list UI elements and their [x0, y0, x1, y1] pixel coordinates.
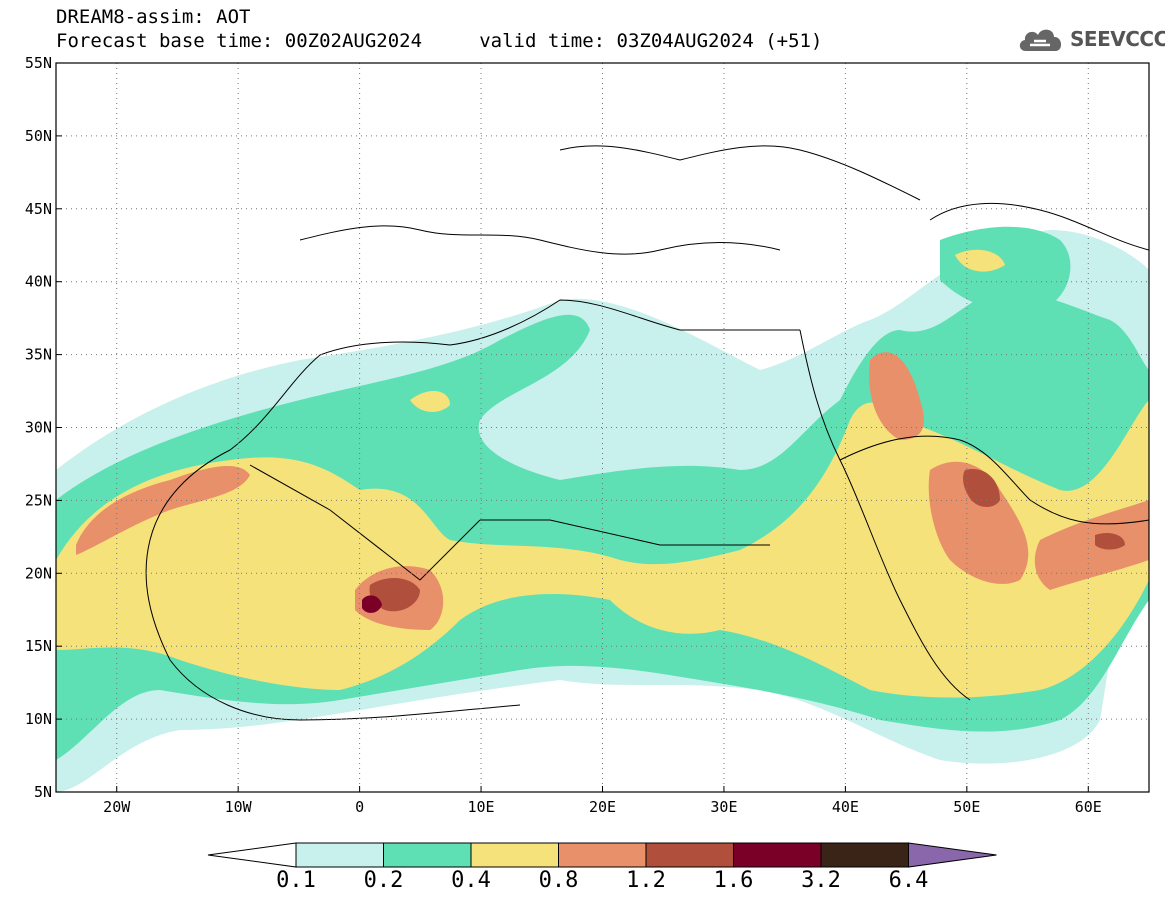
- aot-fields: [56, 63, 1149, 792]
- lon-tick-label: 60E: [1075, 798, 1102, 816]
- colorbar-label: 0.1: [276, 868, 316, 893]
- lat-tick-label: 20N: [25, 564, 52, 582]
- aot-band-1.2: [369, 469, 1125, 612]
- logo-text: SEEVCCC: [1070, 27, 1165, 51]
- cloud-icon: [1019, 29, 1062, 51]
- lat-tick-label: 35N: [25, 346, 52, 364]
- colorbar-segment: [645, 842, 734, 868]
- lat-lon-grid: [56, 63, 1149, 792]
- lat-tick-label: 55N: [25, 54, 52, 72]
- lat-tick-label: 25N: [25, 491, 52, 509]
- colorbar-labels: 0.1 0.2 0.4 0.8 1.2 1.6 3.2 6.4: [0, 868, 1165, 898]
- map-title: DREAM8-assim: AOT: [56, 6, 251, 28]
- lon-tick-label: 40E: [832, 798, 859, 816]
- forecast-time-line: Forecast base time: 00Z02AUG2024 valid t…: [56, 30, 823, 52]
- latitude-ticks: 5N 10N 15N 20N 25N 30N 35N 40N 45N 50N 55N: [25, 54, 62, 801]
- colorbar-label: 1.6: [713, 868, 754, 893]
- colorbar-segment-below-min: [207, 842, 297, 868]
- colorbar-segment: [733, 842, 822, 868]
- coastlines: [145, 145, 1149, 721]
- colorbar-label: 0.8: [538, 868, 579, 893]
- colorbar-segment: [470, 842, 559, 868]
- colorbar-label: 0.2: [363, 868, 404, 893]
- colorbar-segment: [820, 842, 909, 868]
- lat-tick-label: 30N: [25, 419, 52, 437]
- lat-tick-label: 40N: [25, 273, 52, 291]
- colorbar-label: 3.2: [801, 868, 841, 893]
- lat-tick-label: 10N: [25, 710, 52, 728]
- aot-band-0.8: [76, 352, 1149, 630]
- colorbar-label: 0.4: [451, 868, 491, 893]
- colorbar-segment: [383, 842, 472, 868]
- colorbar: [207, 842, 997, 868]
- lon-tick-label: 30E: [710, 798, 737, 816]
- colorbar-segment: [295, 842, 384, 868]
- longitude-ticks: 20W 10W 0 10E 20E 30E 40E 50E 60E: [103, 786, 1102, 816]
- colorbar-segment-above-max: [908, 842, 997, 868]
- seevccc-logo: SEEVCCC: [1016, 22, 1165, 56]
- colorbar-label: 1.2: [626, 868, 666, 893]
- lat-tick-label: 45N: [25, 200, 52, 218]
- lon-tick-label: 10W: [225, 798, 253, 816]
- aot-band-1.6: [362, 595, 382, 613]
- lat-tick-label: 5N: [34, 783, 52, 801]
- lon-tick-label: 20E: [589, 798, 616, 816]
- aot-band-0.4: [56, 249, 1149, 698]
- lon-tick-label: 0: [355, 798, 364, 816]
- lon-tick-label: 20W: [103, 798, 131, 816]
- lat-tick-label: 15N: [25, 637, 52, 655]
- lat-tick-label: 50N: [25, 127, 52, 145]
- lon-tick-label: 50E: [953, 798, 980, 816]
- colorbar-label: 6.4: [888, 868, 929, 893]
- lon-tick-label: 10E: [468, 798, 495, 816]
- colorbar-segment: [558, 842, 647, 868]
